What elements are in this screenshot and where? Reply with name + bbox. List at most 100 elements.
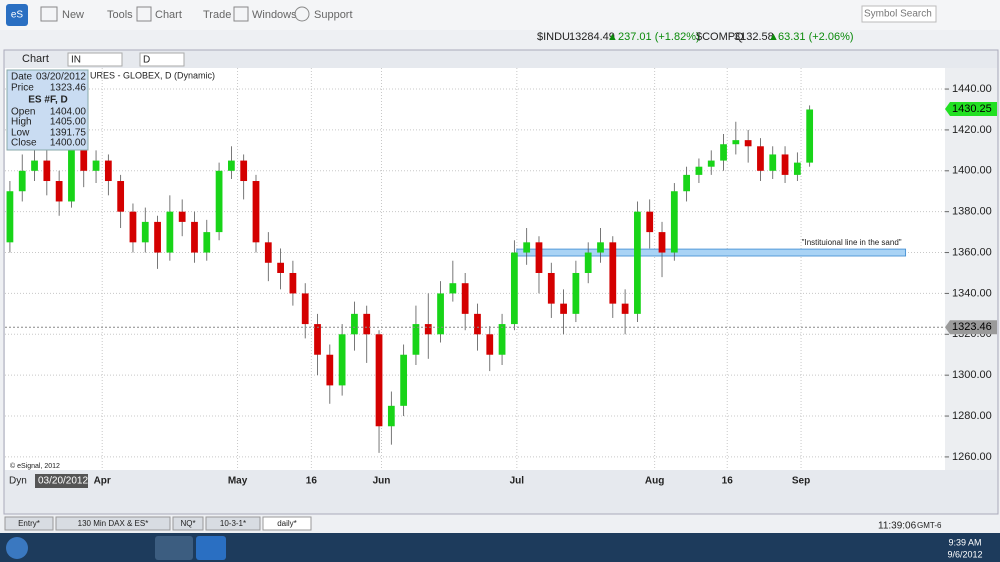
candle-body bbox=[80, 150, 88, 171]
candle-body bbox=[338, 334, 346, 386]
taskbar bbox=[0, 533, 1000, 562]
candle-body bbox=[695, 166, 703, 175]
candle-body bbox=[363, 313, 371, 335]
info-label: Price bbox=[11, 83, 34, 94]
zone-band bbox=[516, 248, 907, 257]
candle-body bbox=[314, 324, 321, 355]
candle-body bbox=[474, 313, 481, 335]
toolbar-button[interactable]: Trade bbox=[203, 9, 231, 21]
candle-body bbox=[154, 221, 161, 253]
ticker-last: 13284.49 bbox=[569, 31, 615, 43]
y-axis-panel bbox=[945, 68, 997, 470]
clock-date: 9/6/2012 bbox=[947, 549, 982, 559]
candle-body bbox=[277, 262, 284, 273]
y-tick-label: 1380.00 bbox=[952, 206, 992, 218]
x-tick-label: Aug bbox=[645, 476, 664, 487]
info-label: Date bbox=[11, 72, 33, 83]
cursor-price: 1323.46 bbox=[952, 321, 992, 333]
ticker-change: 237.01 (+1.82%) bbox=[618, 31, 700, 43]
candle-body bbox=[732, 140, 740, 145]
candle-body bbox=[289, 272, 297, 294]
candle-body bbox=[535, 242, 543, 273]
chart-subtitle: URES - GLOBEX, D (Dynamic) bbox=[90, 70, 215, 80]
ticker-arrow: ▲ bbox=[607, 31, 618, 43]
candle-body bbox=[461, 283, 469, 314]
toolbar-button[interactable]: Chart bbox=[155, 9, 182, 21]
toolbar-button[interactable]: New bbox=[62, 9, 84, 21]
candle-body bbox=[510, 252, 518, 325]
candle-body bbox=[793, 162, 801, 175]
icon bbox=[136, 6, 152, 22]
mode-label: Dyn bbox=[9, 476, 27, 487]
interval-value: D bbox=[143, 55, 150, 66]
toolbar-button[interactable]: Windows bbox=[252, 9, 297, 21]
tab[interactable] bbox=[172, 516, 204, 531]
candle-body bbox=[646, 211, 654, 233]
candle-body bbox=[769, 154, 777, 171]
status-zone: GMT-6 bbox=[917, 521, 942, 530]
window-title: Chart bbox=[22, 53, 49, 65]
info-label: Close bbox=[11, 138, 37, 149]
toolbar-button[interactable]: Tools bbox=[107, 9, 133, 21]
candle-body bbox=[166, 211, 174, 253]
candle-body bbox=[240, 160, 248, 182]
candle-body bbox=[215, 170, 223, 233]
toolbar bbox=[0, 0, 1000, 30]
candle-body bbox=[498, 324, 506, 355]
info-value: 1391.75 bbox=[50, 128, 87, 139]
icon bbox=[233, 6, 249, 22]
interval-input[interactable] bbox=[139, 52, 185, 67]
y-tick-label: 1440.00 bbox=[952, 83, 992, 95]
app-logo-text: eS bbox=[11, 10, 24, 21]
candle-body bbox=[634, 211, 641, 314]
ticker-symbol: $COMPQ bbox=[696, 31, 744, 43]
candle-body bbox=[572, 272, 580, 314]
symbol-input[interactable] bbox=[67, 52, 123, 67]
x-tick-label: Jun bbox=[373, 476, 391, 487]
candle-body bbox=[412, 324, 420, 355]
toolbar-button[interactable]: Support bbox=[314, 9, 353, 21]
tab[interactable] bbox=[262, 516, 312, 531]
info-value: 1400.00 bbox=[50, 138, 87, 149]
candle-body bbox=[141, 221, 149, 243]
candle-body bbox=[92, 160, 100, 171]
tab-label: 130 Min DAX & ES* bbox=[78, 519, 149, 528]
app-logo[interactable] bbox=[6, 4, 28, 26]
candle-body bbox=[6, 191, 14, 243]
icon bbox=[294, 6, 310, 22]
tab[interactable] bbox=[205, 516, 261, 531]
info-label: High bbox=[11, 117, 32, 128]
clock-time: 9:39 AM bbox=[948, 537, 981, 547]
last-price: 1430.25 bbox=[952, 103, 992, 115]
info-label: Low bbox=[11, 128, 30, 139]
symbol-value: IN bbox=[71, 55, 81, 66]
y-tick-label: 1280.00 bbox=[952, 410, 992, 422]
candle-body bbox=[43, 160, 51, 182]
candle-body bbox=[757, 146, 764, 171]
candle-body bbox=[104, 160, 112, 182]
y-tick-label: 1300.00 bbox=[952, 369, 992, 381]
tab[interactable] bbox=[55, 516, 171, 531]
candle-body bbox=[326, 354, 334, 386]
candle-body bbox=[228, 160, 235, 171]
candle-body bbox=[547, 272, 555, 304]
search-box[interactable] bbox=[861, 5, 937, 23]
candle-body bbox=[523, 242, 531, 253]
y-tick-label: 1400.00 bbox=[952, 165, 992, 177]
candle-body bbox=[658, 232, 666, 253]
search-placeholder: Symbol Search bbox=[864, 9, 932, 20]
taskbar-app[interactable] bbox=[155, 536, 193, 560]
candle-body bbox=[621, 303, 629, 314]
candle-body bbox=[301, 293, 309, 325]
candle-body bbox=[375, 334, 383, 427]
start-button[interactable] bbox=[6, 537, 28, 559]
taskbar-app[interactable] bbox=[196, 536, 226, 560]
candle-body bbox=[18, 170, 26, 192]
tab[interactable] bbox=[4, 516, 54, 531]
y-tick-label: 1340.00 bbox=[952, 287, 992, 299]
candle-body bbox=[68, 150, 75, 202]
icon bbox=[40, 6, 58, 22]
tab-label: Entry* bbox=[18, 519, 40, 528]
